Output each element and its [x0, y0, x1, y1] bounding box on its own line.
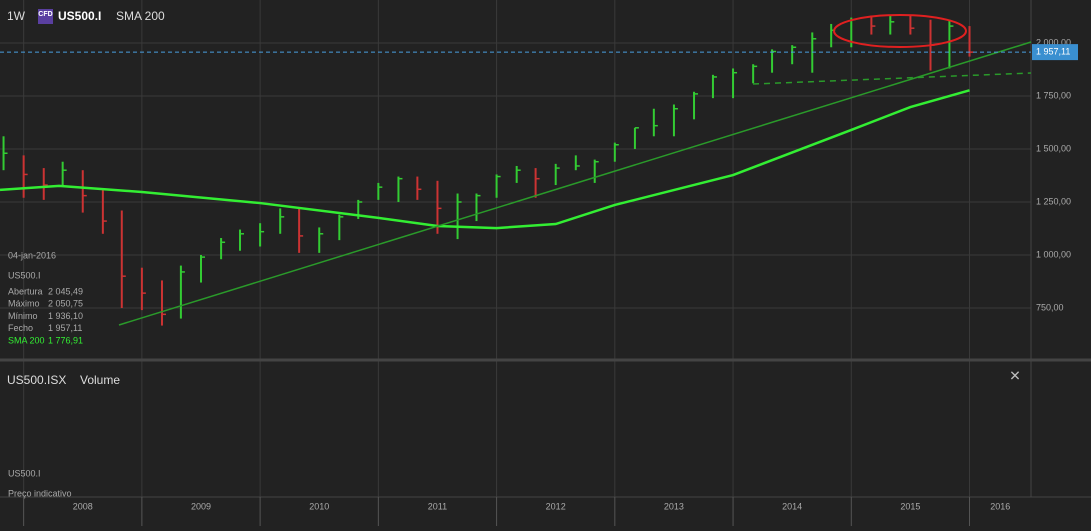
- info-label: Máximo: [8, 299, 40, 309]
- timeframe: 1W: [7, 9, 26, 23]
- volume-title: Volume: [80, 373, 120, 387]
- highlight-ellipse: [833, 14, 967, 48]
- x-tick-label: 2013: [664, 501, 684, 511]
- info-label: Abertura: [8, 286, 43, 296]
- close-button[interactable]: ✕: [1009, 368, 1021, 384]
- info-symbol: US500.I: [8, 270, 41, 280]
- x-tick-label: 2015: [900, 501, 920, 511]
- info-sma-value: 1 776,91: [48, 335, 83, 345]
- y-tick-label: 1 250,00: [1036, 196, 1071, 206]
- info-date: 04-jan-2016: [8, 250, 56, 260]
- info-value: 2 045,49: [48, 286, 83, 296]
- x-tick-label: 2009: [191, 501, 211, 511]
- x-tick-label: 2012: [546, 501, 566, 511]
- symbol: US500.I: [58, 9, 101, 23]
- cfd-icon: [38, 9, 53, 24]
- grid: [0, 0, 1031, 497]
- sma-line: [0, 89, 970, 230]
- y-tick-label: 1 500,00: [1036, 143, 1071, 153]
- volume-footer-symbol: US500.I: [8, 468, 41, 478]
- x-tick-label: 2014: [782, 501, 802, 511]
- x-tick-label: 2010: [309, 501, 329, 511]
- support-line: [752, 72, 1032, 85]
- last-price-box: [1032, 44, 1078, 61]
- info-value: 1 936,10: [48, 311, 83, 321]
- indicator-name: SMA 200: [116, 9, 165, 23]
- trend-line: [118, 41, 1032, 326]
- info-value: 2 050,75: [48, 299, 83, 309]
- volume-footer-note: Preço indicativo: [8, 488, 72, 498]
- info-label: Fecho: [8, 323, 33, 333]
- info-value: 1 957,11: [48, 323, 82, 333]
- info-rows: Abertura 2 045,49 Máximo 2 050,75 Mínimo 1 93…: [8, 286, 83, 333]
- volume-symbol: US500.ISX: [7, 373, 66, 387]
- cfd-icon-label: CFD: [38, 11, 52, 18]
- x-tick-label: 2011: [428, 501, 447, 511]
- info-sma-label: SMA 200: [8, 335, 45, 345]
- y-tick-label: 1 000,00: [1036, 249, 1071, 259]
- x-tick-label: 2016: [990, 501, 1010, 511]
- y-tick-label: 2 000,00: [1036, 37, 1071, 47]
- x-tick-label: 2008: [73, 501, 93, 511]
- info-label: Mínimo: [8, 311, 38, 321]
- y-tick-label: 1 750,00: [1036, 90, 1071, 100]
- marks: [0, 15, 974, 326]
- last-price-label: 1 957,11: [1036, 46, 1070, 56]
- y-tick-label: 750,00: [1036, 302, 1064, 312]
